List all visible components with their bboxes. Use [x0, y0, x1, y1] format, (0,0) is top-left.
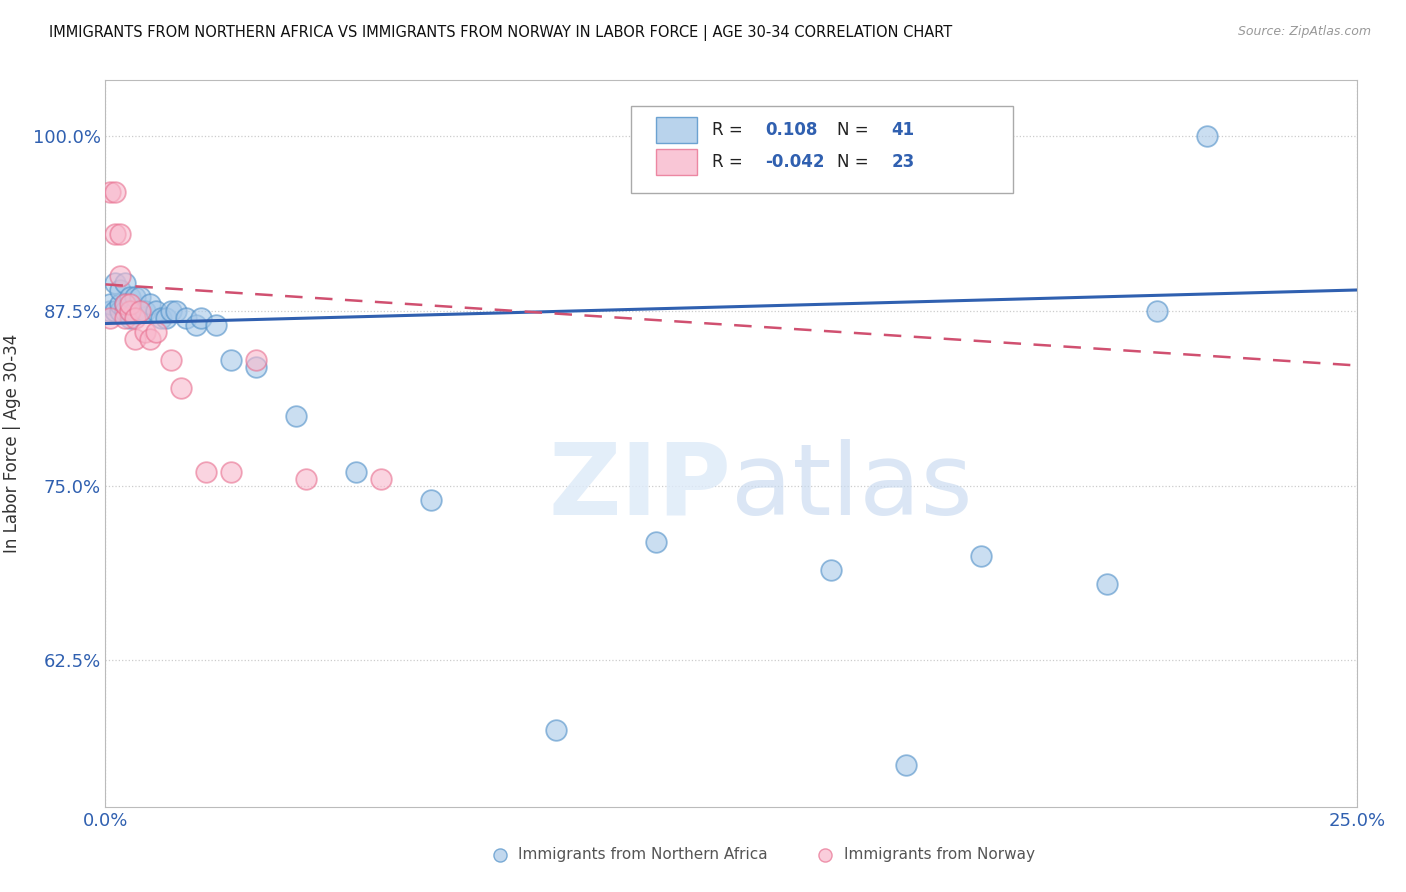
- Point: [120, 290, 142, 304]
- Point: [645, 534, 668, 549]
- Point: [120, 310, 142, 325]
- Point: [284, 409, 307, 423]
- Point: [245, 352, 267, 367]
- Point: [124, 304, 146, 318]
- Point: [114, 276, 136, 290]
- Point: [110, 304, 132, 318]
- Point: [124, 332, 146, 346]
- Point: [370, 472, 392, 486]
- Point: [419, 492, 441, 507]
- Text: IMMIGRANTS FROM NORTHERN AFRICA VS IMMIGRANTS FROM NORWAY IN LABOR FORCE | AGE 3: IMMIGRANTS FROM NORTHERN AFRICA VS IMMIG…: [49, 25, 952, 41]
- Point: [145, 304, 167, 318]
- Point: [100, 297, 122, 311]
- Point: [100, 310, 122, 325]
- Point: [124, 310, 146, 325]
- Point: [820, 563, 842, 577]
- Text: atlas: atlas: [731, 439, 973, 536]
- Point: [110, 227, 132, 241]
- Point: [159, 352, 181, 367]
- Point: [190, 310, 212, 325]
- Point: [104, 185, 127, 199]
- Text: N =: N =: [838, 120, 875, 139]
- Point: [159, 304, 181, 318]
- Text: 23: 23: [891, 153, 914, 170]
- Point: [970, 549, 993, 563]
- FancyBboxPatch shape: [631, 106, 1012, 193]
- Point: [165, 304, 187, 318]
- Point: [100, 185, 122, 199]
- Point: [1146, 304, 1168, 318]
- Point: [100, 304, 122, 318]
- Point: [120, 304, 142, 318]
- Point: [139, 332, 162, 346]
- Point: [294, 472, 316, 486]
- Text: 0.108: 0.108: [765, 120, 817, 139]
- Text: Source: ZipAtlas.com: Source: ZipAtlas.com: [1237, 25, 1371, 38]
- Text: N =: N =: [838, 153, 875, 170]
- Point: [1095, 576, 1118, 591]
- FancyBboxPatch shape: [657, 117, 697, 143]
- Point: [169, 381, 191, 395]
- Point: [114, 310, 136, 325]
- Point: [204, 318, 226, 332]
- Point: [184, 318, 207, 332]
- Text: -0.042: -0.042: [765, 153, 824, 170]
- Point: [114, 297, 136, 311]
- Point: [114, 304, 136, 318]
- Point: [110, 283, 132, 297]
- Text: R =: R =: [713, 153, 748, 170]
- Point: [129, 304, 152, 318]
- Point: [134, 304, 156, 318]
- Point: [219, 465, 242, 479]
- Point: [134, 325, 156, 339]
- Point: [194, 465, 217, 479]
- Text: 41: 41: [891, 120, 914, 139]
- Point: [129, 290, 152, 304]
- Y-axis label: In Labor Force | Age 30-34: In Labor Force | Age 30-34: [3, 334, 21, 553]
- Point: [114, 297, 136, 311]
- Point: [896, 758, 918, 772]
- Point: [149, 310, 172, 325]
- Point: [104, 227, 127, 241]
- Point: [124, 290, 146, 304]
- Point: [110, 268, 132, 283]
- Point: [110, 297, 132, 311]
- Point: [139, 297, 162, 311]
- Text: Immigrants from Northern Africa: Immigrants from Northern Africa: [519, 847, 768, 862]
- Point: [174, 310, 197, 325]
- Text: R =: R =: [713, 120, 748, 139]
- Point: [145, 325, 167, 339]
- Point: [1195, 129, 1218, 144]
- Point: [120, 297, 142, 311]
- Point: [344, 465, 367, 479]
- Text: Immigrants from Norway: Immigrants from Norway: [844, 847, 1035, 862]
- Point: [544, 723, 567, 738]
- Point: [104, 304, 127, 318]
- Point: [120, 304, 142, 318]
- Point: [129, 304, 152, 318]
- Point: [104, 276, 127, 290]
- Point: [245, 359, 267, 374]
- FancyBboxPatch shape: [657, 149, 697, 175]
- Text: ZIP: ZIP: [548, 439, 731, 536]
- Point: [155, 310, 177, 325]
- Point: [219, 352, 242, 367]
